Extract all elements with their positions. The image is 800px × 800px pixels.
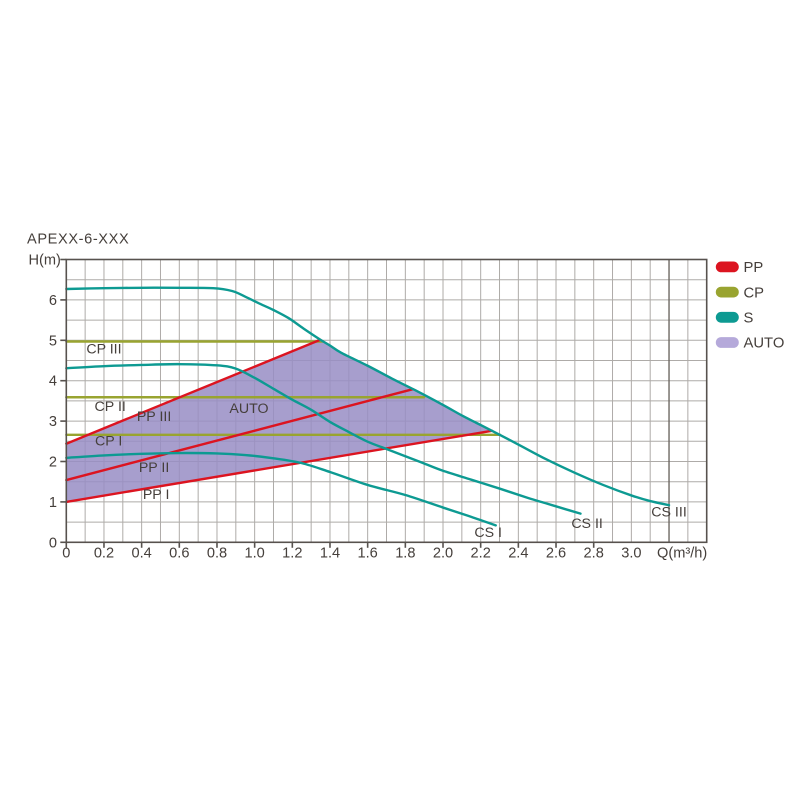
curve-label-pp-ii: PP II (139, 460, 170, 476)
axes-frame-layer (60, 258, 708, 548)
curve-pp-ii (65, 387, 415, 482)
x-tick-label: 0.8 (207, 546, 227, 562)
x-tick-label: 1.8 (395, 546, 415, 562)
auto-region-label: AUTO (229, 401, 268, 417)
legend-swatch-auto (715, 337, 739, 348)
legend-swatch-cp (715, 286, 739, 298)
x-tick-label: 0 (62, 546, 70, 562)
x-tick-label: 0.6 (169, 546, 189, 562)
curves-layer (65, 286, 671, 527)
curve-label-pp-i: PP I (143, 487, 170, 503)
y-tick-label: 2 (49, 455, 57, 471)
curve-labels-layer: PP I PP II PP III CP I CP II CP III CS I CS II C… (86, 341, 686, 541)
curve-label-cp-iii: CP III (86, 341, 121, 357)
curve-cs-iii (65, 286, 671, 507)
x-tick-label: 2.4 (508, 546, 528, 562)
tick-labels-layer: 0 0.2 0.4 0.6 0.8 1.0 1.2 1.4 1.6 1.8 2.0 2.2 2.4 2.6… (49, 293, 642, 562)
legend-label-auto: AUTO (744, 336, 785, 352)
x-tick-label: 1.2 (282, 546, 302, 562)
chart-title: APEXX-6-XXX (27, 232, 129, 248)
x-tick-label: 2.2 (471, 546, 491, 562)
legend-swatch-pp (715, 261, 739, 273)
x-tick-label: 3.0 (621, 546, 641, 562)
legend-item: S (715, 311, 754, 327)
curve-pp-i (65, 429, 494, 504)
y-axis-label: H(m) (29, 253, 61, 269)
x-axis-label: Q(m³/h) (657, 546, 707, 562)
legend-label-s: S (744, 311, 754, 327)
y-tick-label: 5 (49, 333, 57, 349)
curve-label-cp-i: CP I (95, 433, 122, 449)
x-tick-label: 2.8 (584, 546, 604, 562)
legend-item: PP (715, 260, 764, 276)
x-tick-label: 0.2 (94, 546, 114, 562)
y-tick-label: 6 (49, 293, 57, 309)
legend-item: CP (715, 285, 765, 301)
auto-region (66, 339, 492, 502)
curve-pp-iii (65, 338, 322, 445)
curve-label-pp-iii: PP III (137, 409, 171, 425)
curve-cs-ii (65, 362, 582, 515)
legend-item: AUTO (715, 336, 785, 352)
legend: PP CP S AUTO (715, 260, 785, 352)
curve-label-cp-ii: CP II (95, 399, 126, 415)
legend-label-cp: CP (744, 285, 765, 301)
legend-label-pp: PP (744, 260, 764, 276)
y-tick-label: 3 (49, 414, 57, 430)
plot-frame (65, 258, 708, 544)
curve-cs-i (65, 451, 497, 527)
x-tick-label: 1.6 (358, 546, 378, 562)
curve-label-cs-ii: CS II (571, 516, 603, 532)
x-tick-label: 1.0 (245, 546, 265, 562)
curve-label-cs-i: CS I (474, 525, 502, 541)
x-tick-label: 2.0 (433, 546, 453, 562)
y-tick-label: 0 (49, 535, 57, 551)
curve-label-cs-iii: CS III (651, 505, 686, 521)
legend-swatch-s (715, 311, 739, 323)
y-tick-label: 1 (49, 495, 57, 511)
x-tick-label: 1.4 (320, 546, 340, 562)
x-tick-label: 0.4 (131, 546, 151, 562)
auto-region-layer (66, 339, 492, 502)
y-tick-label: 4 (49, 374, 57, 390)
x-tick-label: 2.6 (546, 546, 566, 562)
